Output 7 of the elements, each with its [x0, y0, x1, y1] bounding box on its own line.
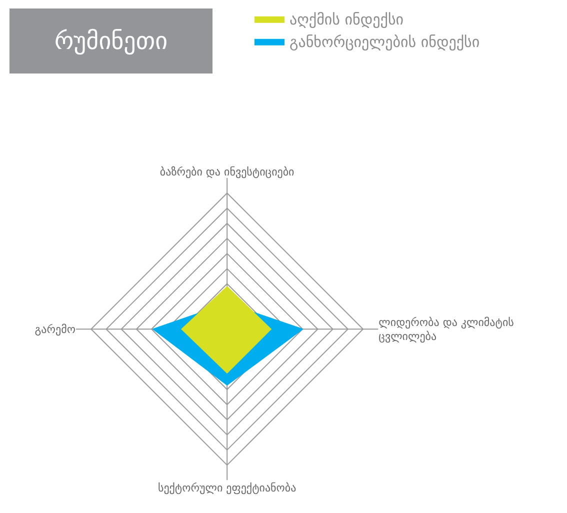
text: რუმინეთი: [54, 27, 168, 55]
spoke-label: ბაზრები და ინვესტიციები: [160, 165, 295, 178]
spoke-label: ლიდერობა და კლიმატის ცვლილება: [378, 316, 514, 344]
legend-label: აღქმის ინდექსი: [289, 10, 404, 29]
spoke-label: სექტორული ეფექტიანობა: [158, 482, 297, 495]
legend-label: განხორციელების ინდექსი: [289, 33, 480, 52]
spoke-label: გარემო: [34, 322, 76, 336]
